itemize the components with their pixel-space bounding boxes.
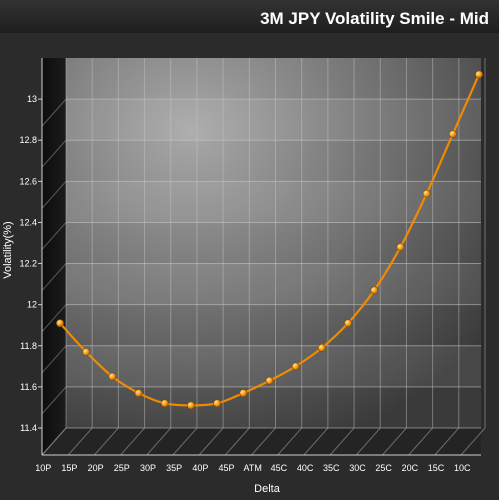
plot-band <box>66 181 481 223</box>
y-grid-depth-line <box>41 263 67 291</box>
x-tick-label: 25P <box>114 463 130 473</box>
plot-bands <box>66 99 481 387</box>
x-grid-depth-line <box>146 427 172 456</box>
data-point <box>370 286 379 295</box>
x-tick-label: 20C <box>402 463 419 473</box>
y-tick-label: 12 <box>27 300 37 310</box>
x-tick-label: 40C <box>297 463 314 473</box>
y-grid-depth-line <box>41 304 67 332</box>
y-tick-label: 11.8 <box>20 341 37 351</box>
y-grid-depth-line <box>41 98 67 127</box>
x-tick-label: 35C <box>323 463 340 473</box>
x-grid-depth-line <box>224 427 250 456</box>
data-point <box>422 189 431 198</box>
plot-band <box>66 345 481 387</box>
y-grid-depth-line <box>41 139 67 168</box>
plot-back-wall <box>66 58 481 428</box>
x-grid-depth-line <box>329 427 355 456</box>
x-tick-label: 15P <box>61 463 77 473</box>
data-point <box>475 70 483 79</box>
plot-floor <box>42 428 481 455</box>
x-grid-depth-line <box>120 427 145 456</box>
x-tick-label: 30C <box>349 463 366 473</box>
y-tick-label: 12.8 <box>19 135 37 145</box>
x-tick-label: 45C <box>271 463 288 473</box>
x-tick-label: 40P <box>192 463 208 473</box>
x-grid-depth-line <box>67 427 93 456</box>
x-tick-labels: 10P 15P 20P 25P 30P 35P 40P 45P ATM 45C 40C 35C 30C 2… <box>35 463 471 473</box>
x-tick-label: 15C <box>428 463 445 473</box>
series-smile <box>56 70 483 410</box>
data-point <box>317 343 326 352</box>
y-tick-labels: 11.4 11.6 11.8 12 12.2 12.4 12.6 12.8 13 <box>19 94 42 433</box>
axes <box>41 58 481 456</box>
y-tick-label: 11.4 <box>20 423 37 433</box>
x-tick-label: ATM <box>244 463 262 473</box>
x-grid-depth-line <box>172 427 198 456</box>
title-bar <box>0 0 499 33</box>
x-grid-depth-line <box>303 427 329 456</box>
x-tick-label: 10P <box>35 463 51 473</box>
data-point <box>239 389 248 397</box>
x-grid-depth-line <box>355 427 381 456</box>
data-point <box>448 130 457 138</box>
x-grid-depth-line <box>434 427 460 456</box>
chart-title: 3M JPY Volatility Smile - Mid <box>260 9 489 28</box>
y-grid-depth-line <box>41 345 67 374</box>
y-grid-depth-line <box>41 222 67 250</box>
x-tick-label: 45P <box>219 463 235 473</box>
data-point <box>265 376 274 385</box>
data-point <box>187 401 195 410</box>
data-point <box>82 348 91 356</box>
x-grid-depth-line <box>277 427 303 456</box>
data-point <box>56 319 64 328</box>
grid-lines <box>41 58 486 456</box>
x-tick-label: 10C <box>454 463 471 473</box>
y-tick-label: 12.2 <box>19 259 37 269</box>
y-tick-label: 11.6 <box>20 382 37 392</box>
x-grid-depth-line <box>382 427 407 456</box>
x-grid-depth-line <box>41 427 67 456</box>
x-grid-depth-line <box>198 427 224 456</box>
y-tick-label: 13 <box>27 94 37 104</box>
x-grid-depth-line <box>94 427 119 456</box>
x-tick-label: 20P <box>88 463 104 473</box>
data-point <box>396 243 405 252</box>
plot-band <box>66 99 481 141</box>
x-tick-label: 30P <box>140 463 156 473</box>
plot-band <box>66 263 481 305</box>
x-tick-label: 25C <box>375 463 392 473</box>
x-grid-depth-line <box>408 427 433 456</box>
plot-side-wall <box>42 58 66 455</box>
data-point <box>344 319 352 328</box>
data-point <box>160 399 169 408</box>
x-grid-depth-line <box>460 427 486 456</box>
data-point <box>291 362 300 371</box>
data-point <box>108 372 117 381</box>
y-grid-depth-line <box>41 181 67 209</box>
x-axis-label: Delta <box>254 483 281 495</box>
data-point <box>213 399 222 408</box>
y-tick-label: 12.6 <box>19 176 37 186</box>
data-point <box>134 389 143 397</box>
x-grid-depth-line <box>251 427 276 456</box>
y-grid-depth-line <box>41 386 67 415</box>
y-tick-label: 12.4 <box>19 217 37 227</box>
y-axis-label: Volatility(%) <box>2 221 14 278</box>
x-tick-label: 35P <box>166 463 182 473</box>
